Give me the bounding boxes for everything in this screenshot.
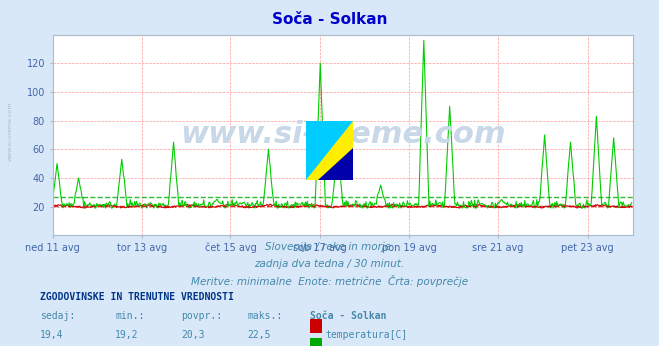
Text: Soča - Solkan: Soča - Solkan <box>310 311 386 321</box>
Text: zadnja dva tedna / 30 minut.: zadnja dva tedna / 30 minut. <box>254 259 405 269</box>
Polygon shape <box>306 121 353 180</box>
Text: Slovenija / reke in morje.: Slovenija / reke in morje. <box>265 242 394 252</box>
Text: 19,2: 19,2 <box>115 330 139 340</box>
Text: www.si-vreme.com: www.si-vreme.com <box>180 120 505 149</box>
Text: povpr.:: povpr.: <box>181 311 222 321</box>
Text: min.:: min.: <box>115 311 145 321</box>
Text: ZGODOVINSKE IN TRENUTNE VREDNOSTI: ZGODOVINSKE IN TRENUTNE VREDNOSTI <box>40 292 233 302</box>
Text: Soča - Solkan: Soča - Solkan <box>272 12 387 27</box>
Polygon shape <box>318 148 353 180</box>
Text: Meritve: minimalne  Enote: metrične  Črta: povprečje: Meritve: minimalne Enote: metrične Črta:… <box>191 275 468 288</box>
Text: temperatura[C]: temperatura[C] <box>326 330 408 340</box>
Text: www.si-vreme.com: www.si-vreme.com <box>8 102 13 161</box>
Text: sedaj:: sedaj: <box>40 311 74 321</box>
Text: 19,4: 19,4 <box>40 330 63 340</box>
Text: 22,5: 22,5 <box>247 330 271 340</box>
Text: maks.:: maks.: <box>247 311 282 321</box>
Polygon shape <box>306 121 353 180</box>
Text: 20,3: 20,3 <box>181 330 205 340</box>
